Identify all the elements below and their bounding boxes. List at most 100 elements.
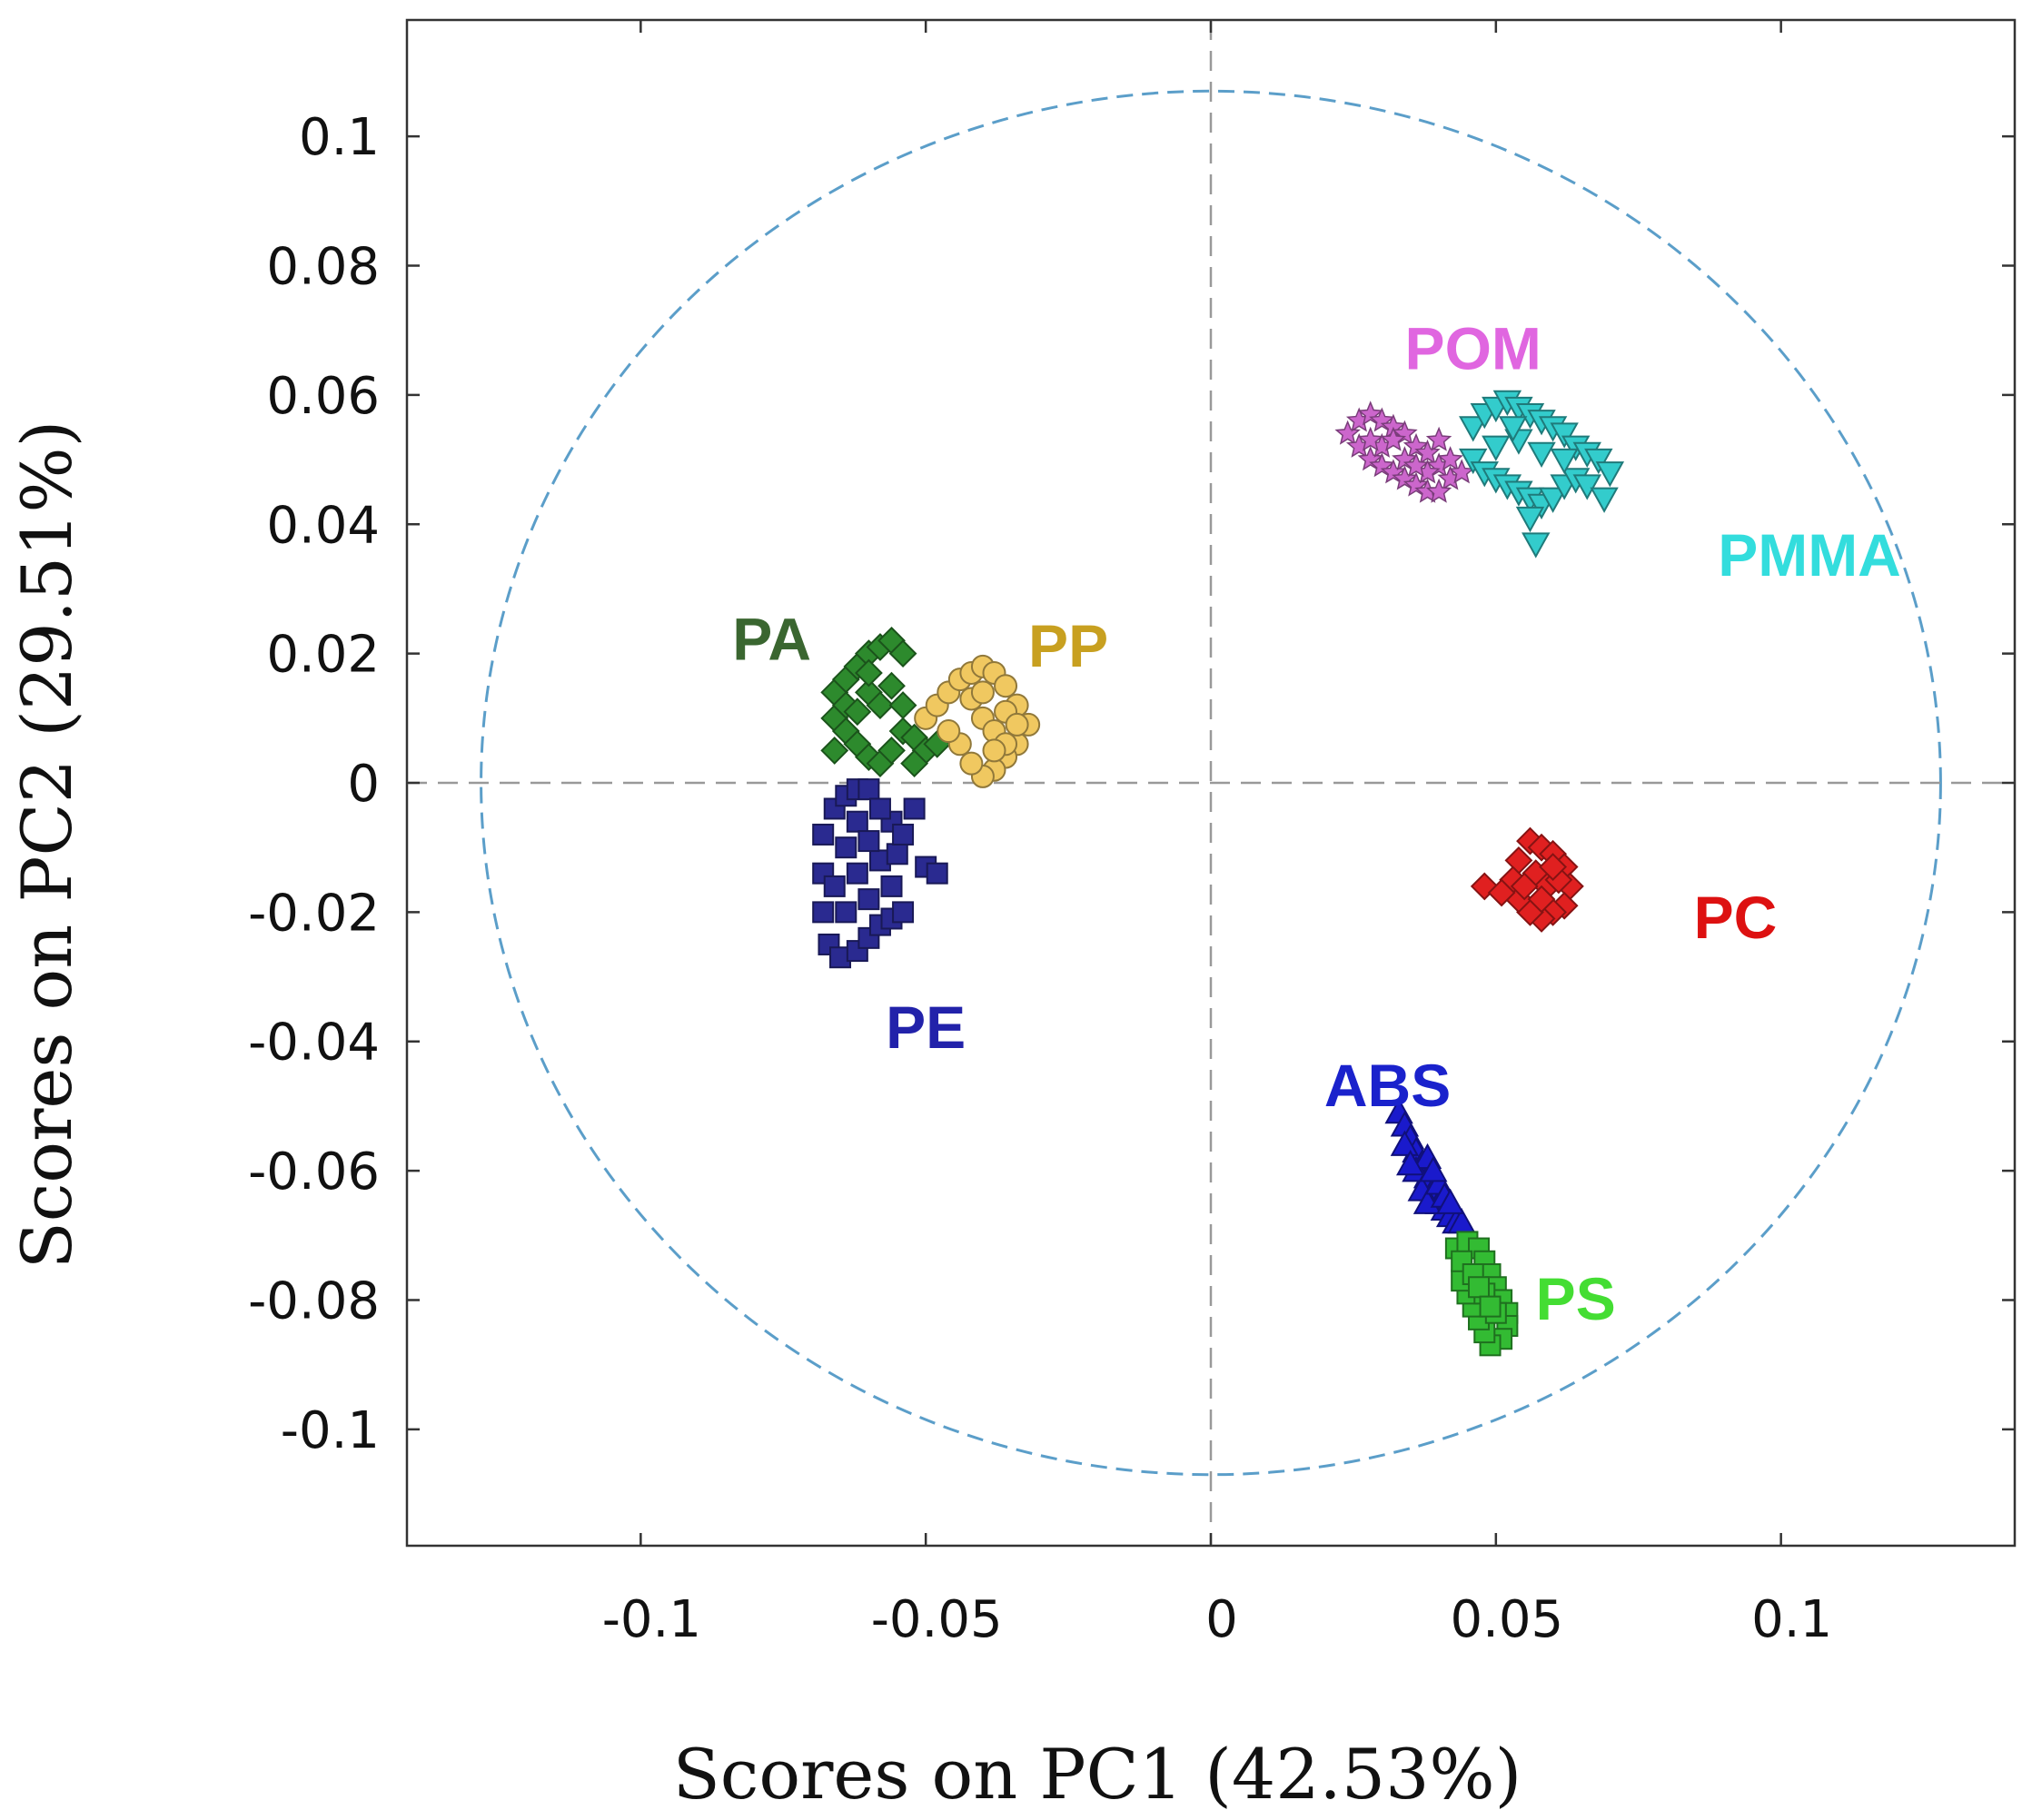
y-tick-label: 0.08 — [266, 238, 380, 297]
point-square — [886, 843, 908, 865]
point-diamond — [888, 639, 917, 668]
point-diamond — [820, 736, 849, 765]
point-star — [1357, 426, 1383, 451]
point-square — [857, 830, 880, 853]
confidence-ellipse-layer — [480, 89, 1942, 1477]
point-diamond — [854, 658, 883, 687]
cluster-label-abs: ABS — [1324, 1052, 1451, 1119]
point-square — [846, 862, 868, 885]
point-square — [812, 823, 835, 846]
point-star — [1380, 426, 1407, 451]
point-triangle-down — [1590, 487, 1619, 513]
point-circle — [1005, 712, 1029, 737]
y-tick-label: -0.02 — [248, 884, 380, 943]
point-circle — [970, 680, 995, 705]
point-triangle-down — [1595, 461, 1625, 488]
reference-lines — [407, 20, 2015, 1546]
cluster-label-pp: PP — [1028, 612, 1108, 679]
point-triangle-up — [1419, 1156, 1448, 1182]
y-tick-label: -0.04 — [248, 1014, 380, 1073]
point-square — [926, 862, 948, 885]
point-triangle-down — [1522, 532, 1551, 559]
point-star — [1425, 478, 1452, 503]
y-tick-label: 0.04 — [266, 496, 380, 555]
point-square — [1468, 1276, 1490, 1299]
series-pp — [914, 654, 1041, 788]
point-square — [823, 875, 846, 897]
point-circle — [982, 738, 1006, 763]
cluster-label-pa: PA — [732, 606, 811, 673]
y-axis-title: Scores on PC2 (29.51%) — [6, 420, 87, 1270]
point-diamond — [1527, 885, 1556, 914]
x-tick-label: 0.05 — [1450, 1590, 1563, 1649]
point-star — [1425, 426, 1452, 451]
y-tick-label: 0 — [347, 755, 380, 814]
series-abs — [1384, 1097, 1476, 1234]
point-star — [1414, 439, 1441, 465]
point-circle — [937, 719, 961, 744]
point-triangle-down — [1538, 487, 1568, 513]
cluster-labels: POM PMMA PA PP PE PC ABS PS — [732, 314, 1901, 1331]
cluster-label-pe: PE — [886, 994, 966, 1061]
y-tick-label: 0.06 — [266, 367, 380, 426]
series-pa — [820, 626, 952, 778]
point-triangle-down — [1498, 416, 1528, 442]
series-pmma — [1459, 390, 1625, 559]
point-triangle-down — [1550, 422, 1579, 449]
cluster-label-pmma: PMMA — [1718, 521, 1901, 589]
point-triangle-down — [1550, 448, 1579, 475]
y-tick-label: -0.1 — [281, 1401, 380, 1460]
point-star — [1334, 420, 1361, 445]
cluster-label-pom: POM — [1405, 314, 1541, 381]
point-triangle-down — [1459, 416, 1488, 442]
point-diamond — [1487, 878, 1516, 907]
point-triangle-up — [1390, 1130, 1420, 1156]
y-tick-label: 0.02 — [266, 626, 380, 685]
point-square — [880, 875, 903, 897]
y-tick-label: -0.08 — [248, 1271, 380, 1330]
series-pom — [1334, 401, 1475, 503]
point-star — [1403, 452, 1430, 478]
point-triangle-down — [1572, 474, 1601, 500]
point-diamond — [843, 697, 872, 727]
point-triangle-down — [1584, 448, 1613, 475]
y-tick-label: -0.06 — [248, 1142, 380, 1202]
series-pc — [1470, 826, 1584, 933]
point-circle — [994, 674, 1018, 698]
cluster-label-ps: PS — [1536, 1265, 1616, 1332]
point-square — [857, 778, 880, 801]
point-diamond — [1539, 853, 1568, 881]
point-triangle-up — [1395, 1149, 1425, 1176]
point-triangle-down — [1482, 435, 1511, 461]
point-diamond — [900, 749, 929, 778]
x-tick-label: 0.1 — [1751, 1590, 1832, 1649]
point-diamond — [877, 736, 906, 765]
x-tick-label: -0.1 — [602, 1590, 701, 1649]
point-diamond — [888, 691, 917, 719]
x-tick-label: -0.05 — [871, 1590, 1003, 1649]
point-square — [892, 823, 915, 846]
y-axis-ticks: 0.1 0.08 0.06 0.04 0.02 0 -0.02 -0.04 -0.06 -0.08… — [248, 108, 2015, 1460]
x-axis-title: Scores on PC1 (42.53%) — [673, 1734, 1522, 1815]
point-square — [892, 901, 915, 924]
point-square — [812, 901, 835, 924]
point-square — [846, 810, 868, 833]
point-diamond — [1510, 872, 1539, 901]
point-triangle-down — [1459, 448, 1488, 475]
confidence-ellipse — [480, 89, 1942, 1477]
point-diamond — [877, 671, 906, 700]
point-triangle-down — [1527, 441, 1556, 469]
y-tick-label: 0.1 — [299, 108, 380, 167]
point-triangle-down — [1515, 506, 1545, 533]
point-circle — [959, 751, 984, 776]
point-square — [835, 901, 857, 924]
point-square — [857, 888, 880, 911]
point-triangle-up — [1435, 1188, 1465, 1214]
x-axis-ticks: -0.1 -0.05 0 0.05 0.1 — [602, 20, 1832, 1649]
point-diamond — [866, 691, 895, 719]
series-pe — [812, 778, 948, 969]
point-square — [868, 797, 891, 820]
series-ps — [1444, 1231, 1519, 1357]
